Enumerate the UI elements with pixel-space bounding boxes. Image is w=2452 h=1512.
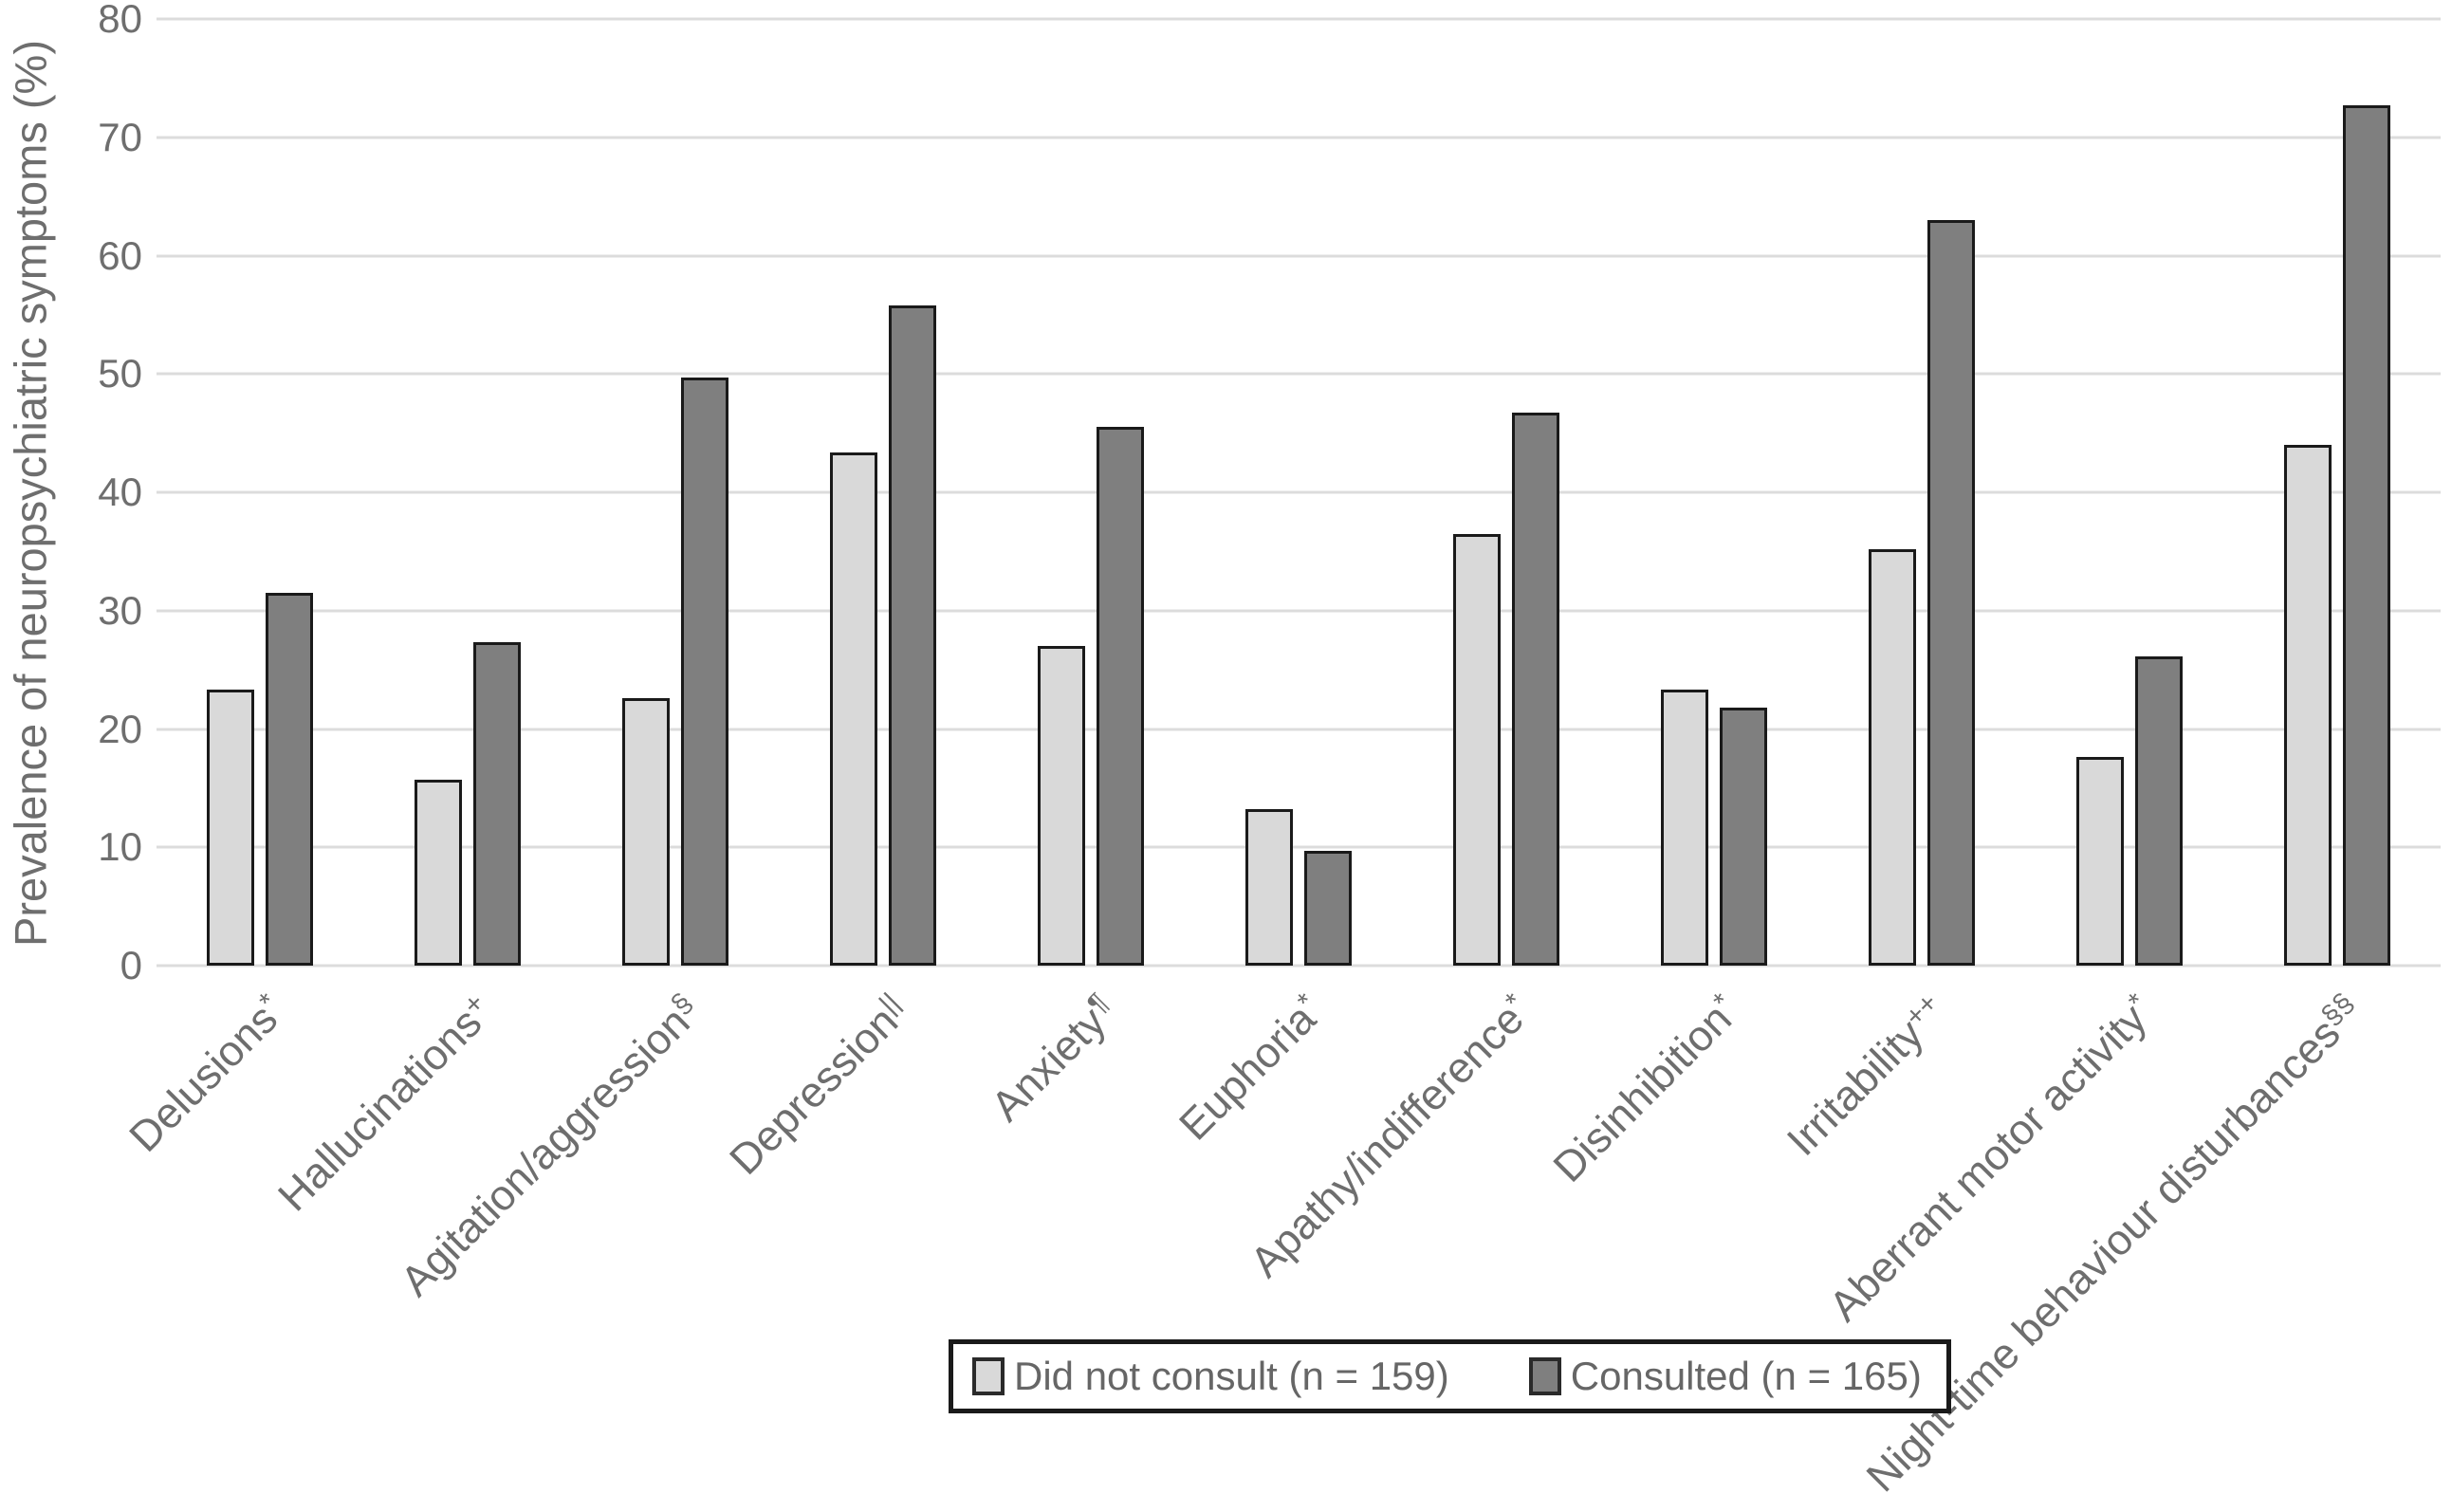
bar-group-hallucinations: [364, 19, 572, 966]
legend-label-consulted: Consulted (n = 165): [1570, 1354, 1922, 1398]
x-axis-label-text: Depression: [720, 996, 908, 1184]
y-tick-label-40: 40: [98, 470, 142, 514]
y-tick-label-0: 0: [120, 943, 142, 987]
legend: Did not consult (n = 159) Consulted (n = …: [949, 1339, 1951, 1413]
bar-consulted-disinhibition: [1719, 708, 1767, 966]
y-tick-label-20: 20: [98, 706, 142, 751]
gridline-0: [157, 964, 2441, 968]
x-axis-label-anxiety: Anxiety¶: [981, 986, 1125, 1131]
legend-item-consulted: Consulted (n = 165): [1528, 1354, 1922, 1399]
gridline-30: [157, 609, 2441, 613]
gridline-50: [157, 372, 2441, 376]
gridline-80: [157, 17, 2441, 21]
gridline-10: [157, 845, 2441, 849]
y-tick-label-60: 60: [98, 232, 142, 278]
bar-did-not-consult-euphoria: [1244, 809, 1293, 966]
bar-group-depression: [780, 19, 987, 966]
bar-group-night-time-behaviour-disturbances: [2233, 19, 2441, 966]
bar-group-anxiety: [987, 19, 1195, 966]
bar-group-irritability: [1817, 19, 2025, 966]
x-axis-label-text: Anxiety: [981, 997, 1115, 1131]
bar-consulted-night-time-behaviour-disturbances: [2342, 105, 2390, 966]
bar-consulted-anxiety: [1097, 427, 1145, 966]
y-tick-label-70: 70: [98, 114, 142, 159]
bar-consulted-delusions: [266, 593, 314, 966]
bar-did-not-consult-depression: [830, 452, 878, 966]
gridline-20: [157, 728, 2441, 730]
bar-group-apathy-indifference: [1402, 19, 1610, 966]
bar-did-not-consult-hallucinations: [415, 780, 463, 966]
bar-did-not-consult-irritability: [1868, 548, 1916, 966]
bar-group-euphoria: [1195, 19, 1403, 966]
bar-group-delusions: [157, 19, 364, 966]
y-tick-label-10: 10: [98, 824, 142, 870]
gridline-40: [157, 490, 2441, 494]
bar-group-aberrant-motor-activity: [2025, 19, 2233, 966]
bars-layer: [157, 19, 2441, 966]
bar-consulted-depression: [889, 304, 937, 966]
bar-did-not-consult-anxiety: [1038, 646, 1086, 966]
bar-consulted-euphoria: [1303, 851, 1352, 966]
y-tick-label-80: 80: [98, 0, 142, 41]
bar-consulted-apathy-indifference: [1511, 413, 1559, 966]
bar-did-not-consult-aberrant-motor-activity: [2075, 757, 2124, 966]
legend-swatch-consulted: [1528, 1357, 1561, 1395]
y-tick-label-30: 30: [98, 587, 142, 633]
bar-group-disinhibition: [1610, 19, 1817, 966]
x-axis-label-text: Irritability: [1777, 1009, 1933, 1165]
bar-did-not-consult-night-time-behaviour-disturbances: [2283, 445, 2332, 966]
x-axis-label-delusions: Delusions*: [120, 986, 296, 1162]
x-axis-label-text: Disinhibition: [1543, 994, 1741, 1191]
x-axis-label-text: Delusions: [120, 994, 287, 1161]
bar-did-not-consult-apathy-indifference: [1452, 533, 1501, 966]
bar-consulted-hallucinations: [473, 642, 522, 966]
legend-label-did-not-consult: Did not consult (n = 159): [1014, 1354, 1449, 1398]
bar-consulted-irritability: [1927, 220, 1975, 966]
x-axis-label-hallucinations: Hallucinations+: [268, 986, 503, 1221]
gridline-60: [157, 254, 2441, 257]
bar-consulted-agitation-aggression: [681, 378, 729, 966]
x-axis-label-disinhibition: Disinhibition*: [1543, 986, 1749, 1192]
bar-did-not-consult-disinhibition: [1660, 690, 1708, 966]
bar-did-not-consult-delusions: [207, 690, 255, 966]
gridline-70: [157, 136, 2441, 139]
x-axis-label-text: Hallucinations: [268, 998, 491, 1221]
bar-did-not-consult-agitation-aggression: [622, 698, 671, 966]
bar-group-agitation-aggression: [572, 19, 780, 966]
legend-swatch-did-not-consult: [972, 1357, 1005, 1395]
plot-area: [157, 17, 2441, 968]
x-axis-label-euphoria: Euphoria*: [1170, 986, 1333, 1150]
legend-item-did-not-consult: Did not consult (n = 159): [972, 1354, 1449, 1399]
x-axis-label-text: Euphoria: [1170, 994, 1325, 1150]
bar-consulted-aberrant-motor-activity: [2134, 656, 2183, 966]
y-tick-label-50: 50: [98, 351, 142, 396]
x-axis-label-irritability: Irritability++: [1778, 986, 1957, 1166]
x-axis-label-depression: Depression||: [720, 986, 918, 1185]
